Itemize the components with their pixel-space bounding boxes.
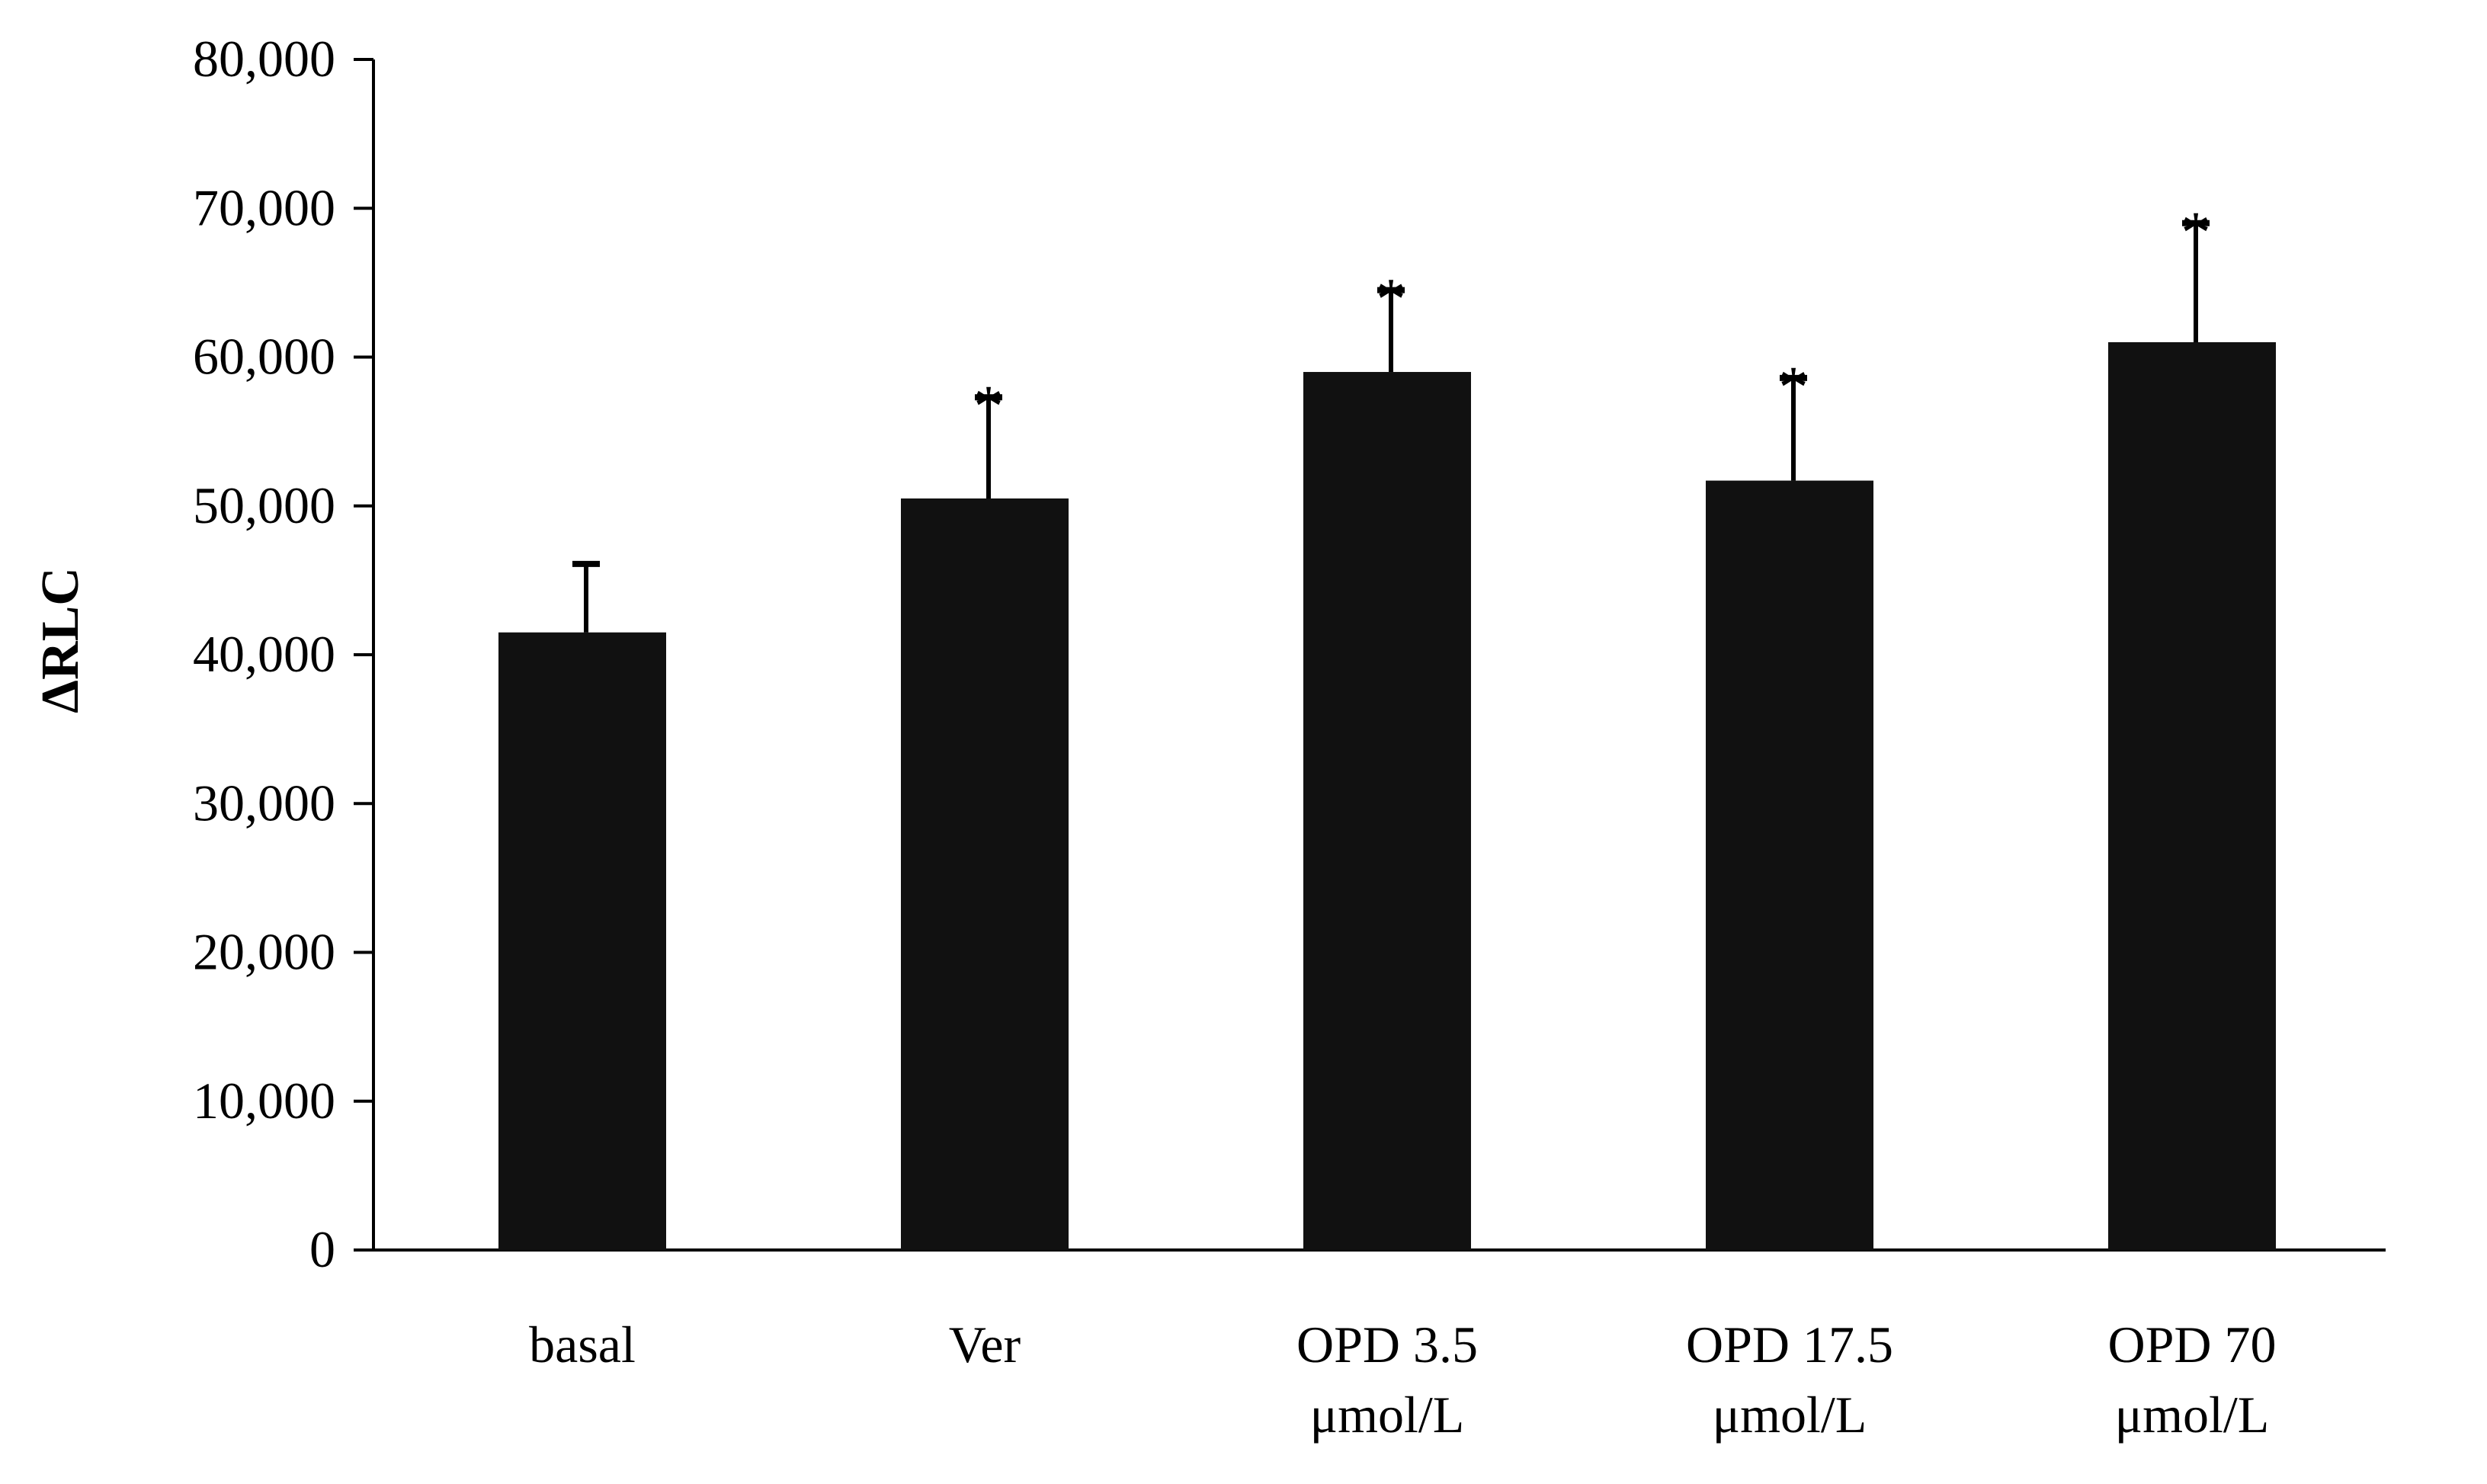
significance-marker: * (1779, 354, 1809, 420)
category-labels-group: basal Ver OPD 3.5 μmol/L OPD 17.5 μmol/L OPD 7… (529, 1316, 2276, 1444)
bar (1706, 480, 1873, 1250)
bar (2108, 341, 2276, 1251)
y-tick-label: 10,000 (193, 1072, 335, 1130)
y-axis-label: ΔRLC (31, 567, 90, 713)
x-category-label: OPD 17.5 μmol/L (1686, 1316, 1893, 1444)
y-tick-label: 30,000 (193, 774, 335, 832)
bar (498, 632, 666, 1250)
significance-marker: * (2181, 199, 2211, 265)
y-tick-label: 50,000 (193, 476, 335, 534)
y-axis: 0 10,000 20,000 30,000 40,000 50,000 60,000 70,… (193, 30, 375, 1278)
y-tick-label: 20,000 (193, 923, 335, 981)
error-bars-group: * * * * (572, 199, 2211, 633)
x-category-label: Ver (949, 1316, 1021, 1373)
y-tick-label: 0 (309, 1220, 335, 1278)
y-tick-label: 70,000 (193, 178, 335, 236)
significance-marker: * (1377, 266, 1406, 332)
bar (1303, 372, 1471, 1250)
y-tick-label: 80,000 (193, 30, 335, 88)
bar (901, 498, 1069, 1250)
x-category-label: OPD 70 μmol/L (2107, 1316, 2276, 1444)
significance-marker: * (974, 373, 1004, 439)
x-category-label: OPD 3.5 μmol/L (1296, 1316, 1478, 1444)
y-tick-label: 60,000 (193, 328, 335, 386)
y-tick-label: 40,000 (193, 625, 335, 683)
bars-group (498, 341, 2276, 1251)
x-category-label: basal (529, 1316, 636, 1373)
